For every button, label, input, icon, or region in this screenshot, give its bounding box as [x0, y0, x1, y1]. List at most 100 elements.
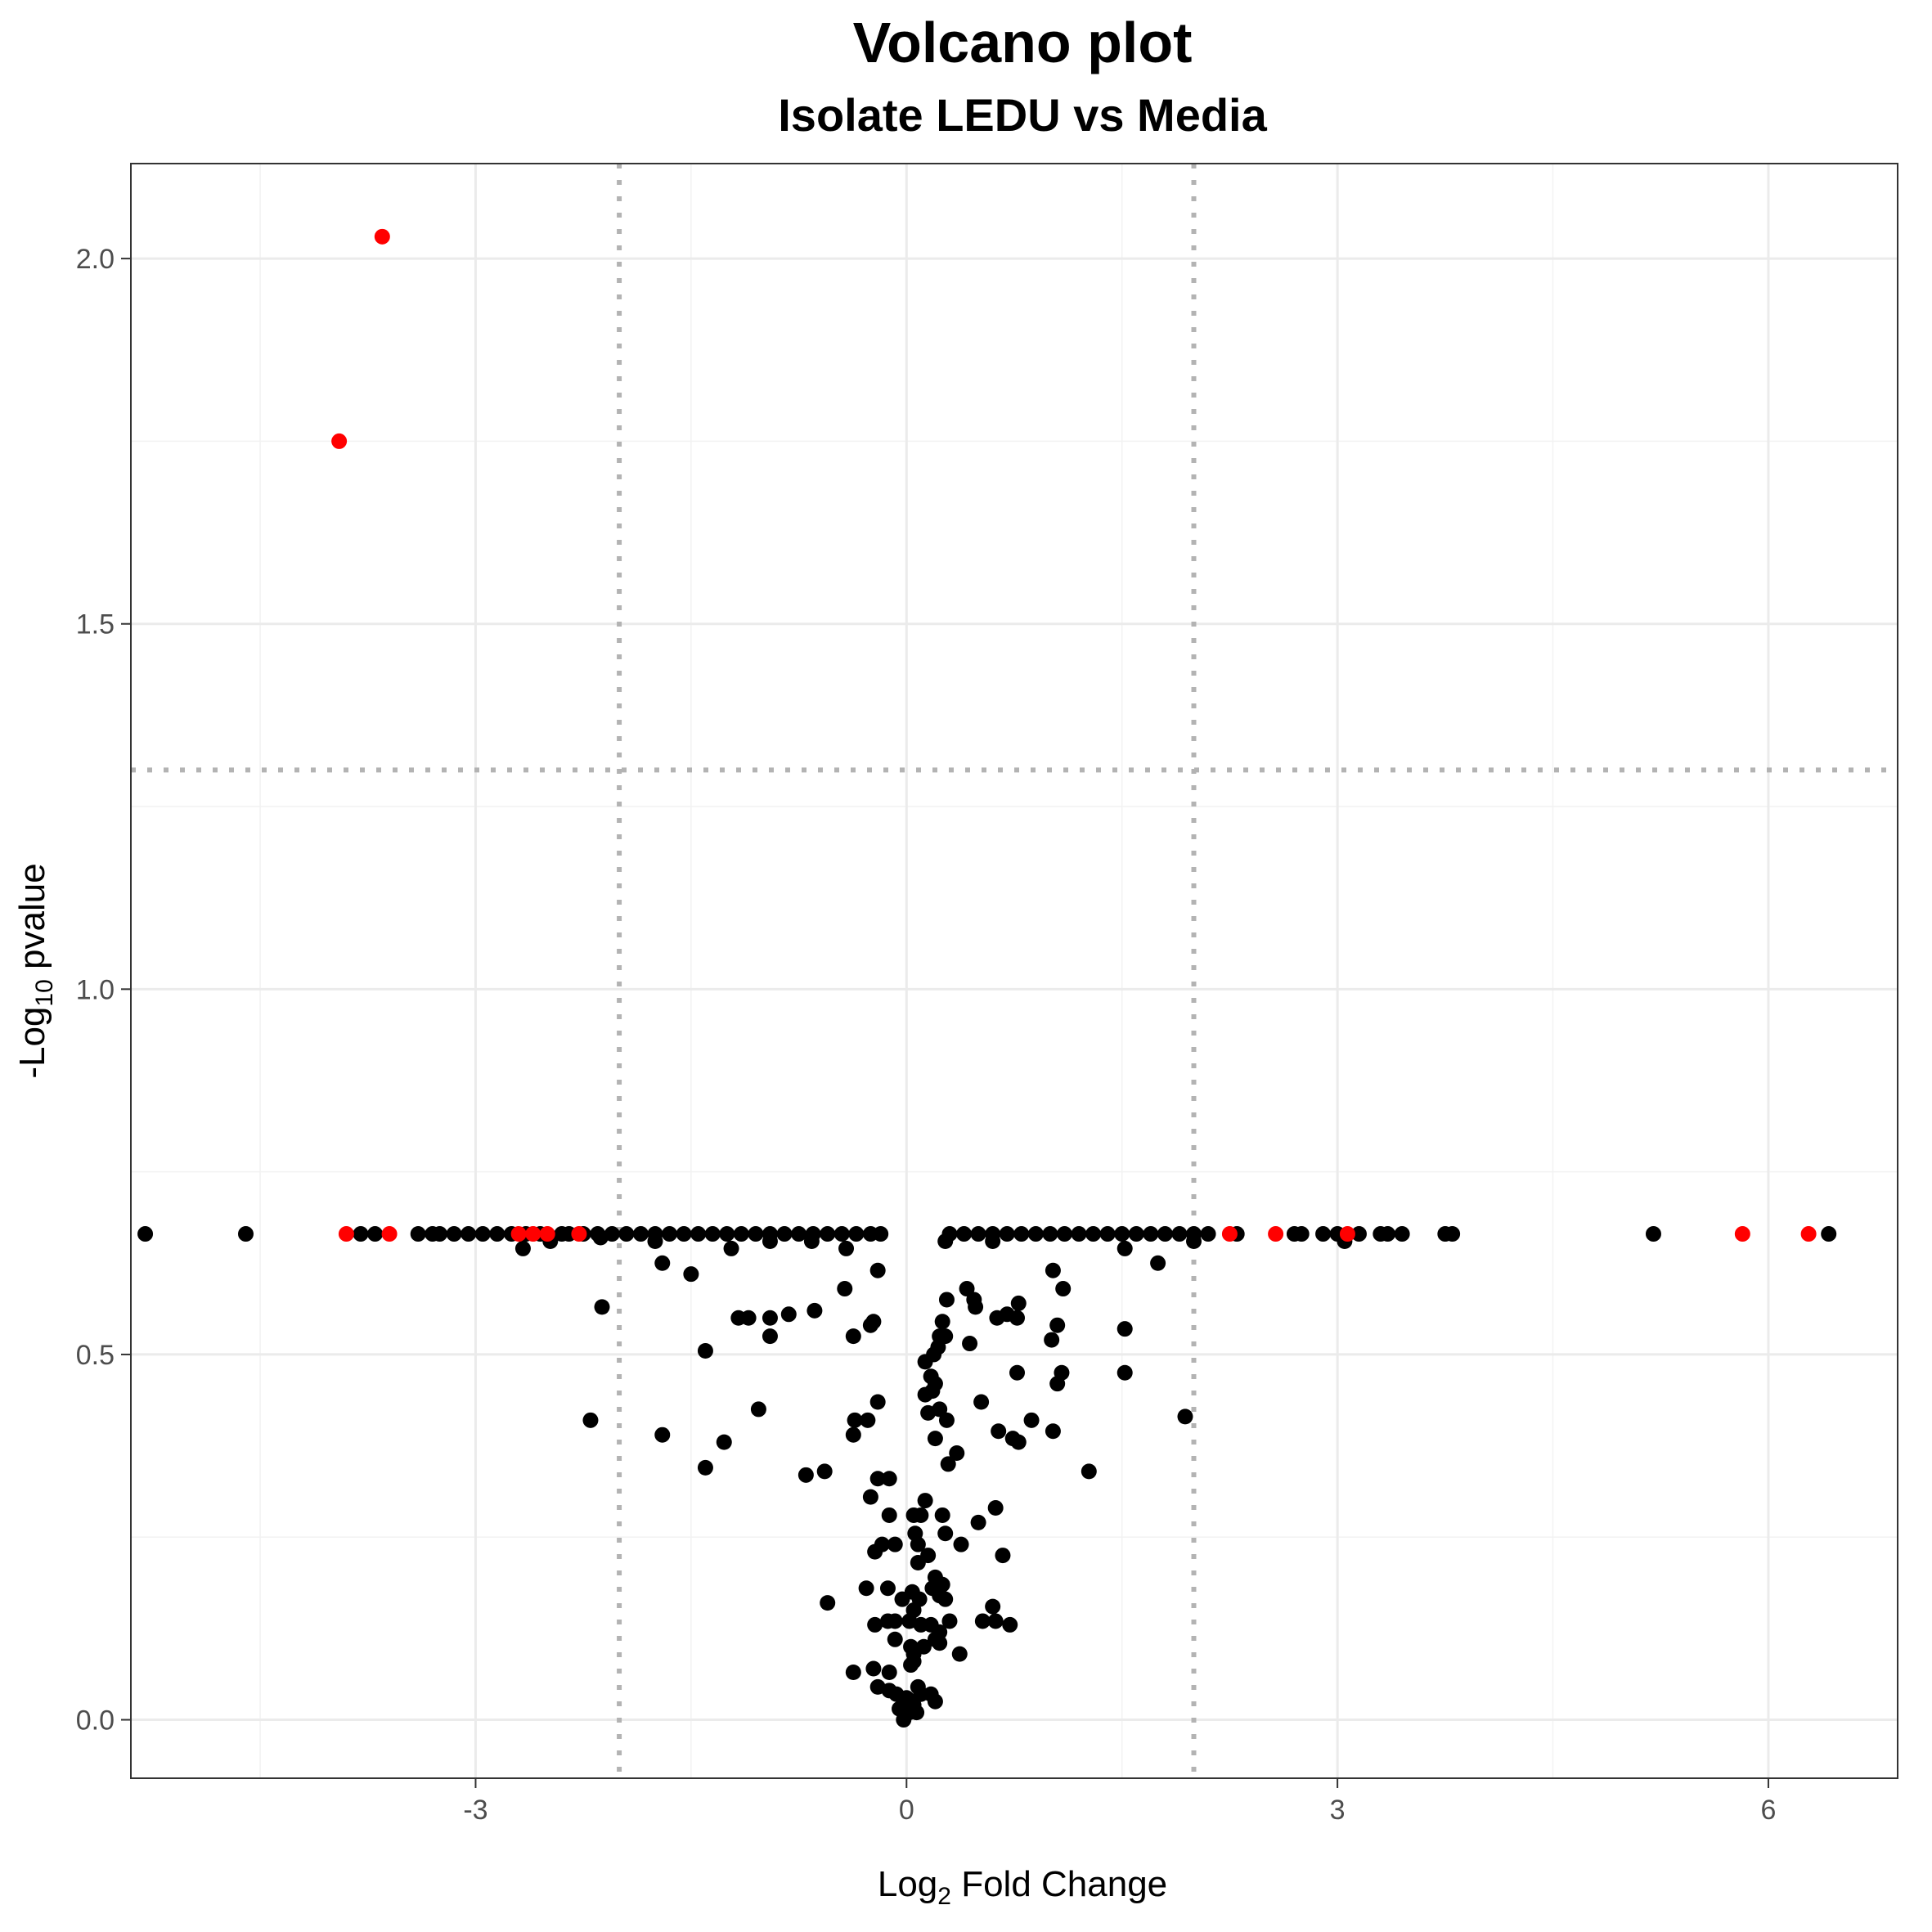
data-point: [953, 1536, 969, 1552]
data-point: [1171, 1226, 1188, 1242]
data-point: [858, 1580, 874, 1597]
data-point: [1055, 1281, 1072, 1297]
data-point-highlighted: [1800, 1226, 1817, 1242]
y-tick-label: 2.0: [76, 244, 115, 275]
data-point: [803, 1233, 820, 1249]
data-point: [881, 1507, 897, 1523]
data-point: [917, 1493, 933, 1509]
data-point: [973, 1394, 990, 1410]
data-point: [865, 1660, 882, 1677]
data-point-highlighted: [381, 1226, 398, 1242]
x-tick-label: 0: [899, 1795, 914, 1826]
data-point: [956, 1226, 973, 1242]
x-axis-title-prefix: Log: [878, 1864, 937, 1904]
data-point: [970, 1514, 986, 1530]
data-point: [1157, 1226, 1173, 1242]
data-point: [896, 1712, 912, 1728]
data-point: [618, 1226, 635, 1242]
data-point: [1010, 1295, 1027, 1311]
x-axis-title: Log2 Fold Change: [878, 1864, 1167, 1910]
data-point: [791, 1226, 807, 1242]
data-point: [959, 1281, 975, 1297]
data-point: [1027, 1226, 1044, 1242]
y-axis-title-prefix: -Log: [12, 1007, 52, 1079]
grid-major: [131, 164, 1898, 1778]
data-point: [910, 1536, 926, 1552]
data-point-highlighted: [1734, 1226, 1750, 1242]
data-point: [704, 1226, 721, 1242]
data-point: [837, 1281, 853, 1297]
data-point: [446, 1226, 462, 1242]
grid-minor: [131, 164, 1898, 1778]
data-point: [461, 1226, 477, 1242]
data-point: [867, 1616, 883, 1633]
x-axis-ticks: -3 0 3 6: [463, 1778, 1776, 1826]
data-point: [776, 1226, 793, 1242]
data-point: [762, 1233, 778, 1249]
data-point: [733, 1226, 749, 1242]
data-point: [683, 1266, 699, 1283]
data-point-highlighted: [1221, 1226, 1238, 1242]
data-point: [905, 1602, 922, 1619]
data-point: [762, 1328, 778, 1345]
data-point: [887, 1536, 903, 1552]
data-point: [949, 1445, 965, 1462]
data-point: [1117, 1321, 1133, 1337]
data-point: [1056, 1226, 1072, 1242]
data-point-highlighted: [571, 1226, 587, 1242]
data-point: [662, 1226, 678, 1242]
y-axis-title: -Log10 pvalue: [12, 863, 58, 1078]
data-point-highlighted: [338, 1226, 354, 1242]
data-point: [723, 1240, 739, 1256]
data-point: [750, 1401, 766, 1418]
data-point: [716, 1434, 732, 1450]
data-point: [845, 1427, 861, 1443]
data-point: [1009, 1310, 1026, 1326]
data-point: [962, 1336, 978, 1352]
chart-subtitle: Isolate LEDU vs Media: [778, 89, 1267, 141]
data-point: [1200, 1226, 1216, 1242]
data-point: [1186, 1233, 1202, 1249]
data-point: [924, 1383, 941, 1400]
data-point: [1117, 1240, 1133, 1256]
x-axis-title-subscript: 2: [937, 1883, 951, 1910]
data-point: [937, 1233, 954, 1249]
data-point-highlighted: [1339, 1226, 1355, 1242]
data-point: [932, 1635, 948, 1651]
data-point: [1054, 1364, 1070, 1381]
data-point: [941, 1613, 958, 1629]
data-point: [1394, 1226, 1410, 1242]
y-tick-label: 1.5: [76, 609, 115, 640]
data-point: [1114, 1226, 1130, 1242]
data-point: [934, 1507, 950, 1523]
data-point: [833, 1226, 850, 1242]
data-point: [874, 1536, 890, 1552]
data-point: [798, 1467, 814, 1483]
data-point: [1045, 1423, 1061, 1440]
data-point: [1049, 1317, 1066, 1333]
data-point: [887, 1631, 903, 1647]
data-point: [940, 1456, 956, 1472]
data-point: [1009, 1364, 1026, 1381]
y-axis-title-suffix: pvalue: [12, 863, 52, 979]
data-point: [879, 1580, 896, 1597]
data-point-highlighted: [525, 1226, 541, 1242]
data-point: [1445, 1226, 1461, 1242]
data-point: [719, 1226, 735, 1242]
data-point: [848, 1226, 865, 1242]
data-point: [1013, 1226, 1030, 1242]
data-point: [869, 1262, 886, 1278]
data-point: [838, 1240, 855, 1256]
data-point: [1128, 1226, 1144, 1242]
y-axis-ticks: 0.0 0.5 1.0 1.5 2.0: [76, 244, 131, 1737]
data-point: [881, 1664, 897, 1680]
data-point: [913, 1507, 929, 1523]
data-point: [934, 1314, 950, 1330]
data-point: [923, 1368, 939, 1385]
y-tick-label: 1.0: [76, 974, 115, 1005]
data-point: [845, 1328, 861, 1345]
data-point: [697, 1459, 713, 1476]
data-point: [932, 1401, 948, 1418]
x-axis-title-suffix: Fold Change: [951, 1864, 1167, 1904]
data-point: [594, 1299, 610, 1315]
